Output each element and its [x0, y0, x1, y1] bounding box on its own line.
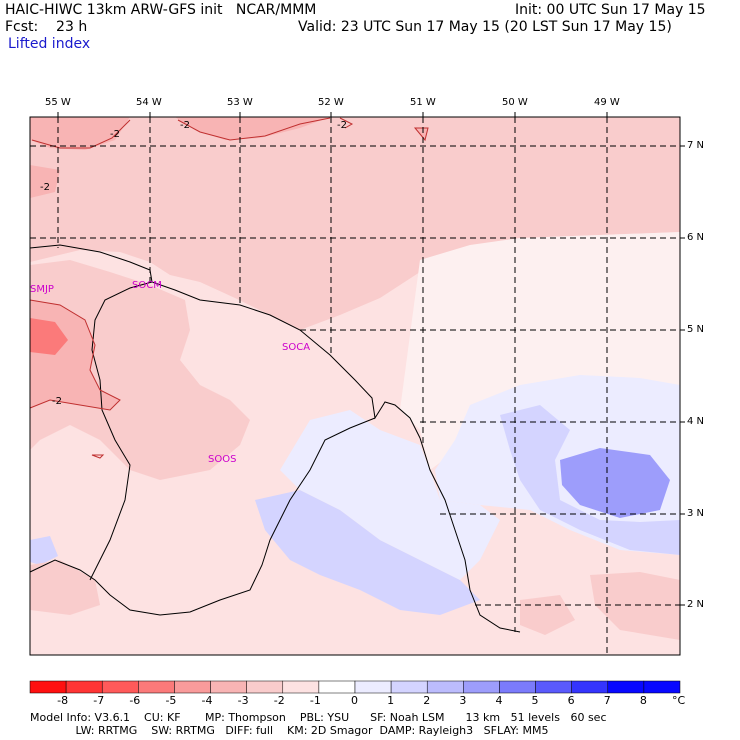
colorbar-tick-label: 7 — [603, 694, 611, 707]
colorbar-tick-label: -5 — [165, 694, 177, 707]
lat-label: 7 N — [687, 140, 705, 151]
colorbar-swatch — [210, 680, 247, 694]
lon-label: 55 W — [45, 97, 71, 108]
colorbar-tick-label: -7 — [93, 694, 105, 707]
colorbar-swatch — [138, 680, 175, 694]
colorbar-swatch — [643, 680, 681, 694]
station-label: SOOS — [208, 454, 236, 465]
colorbar-swatch — [426, 680, 464, 694]
colorbar-tick-label: 6 — [567, 694, 575, 707]
border-south — [29, 417, 376, 616]
forecast-hour: Fcst: 23 h — [5, 19, 88, 35]
lon-label: 50 W — [502, 97, 528, 108]
init-time: Init: 00 UTC Sun 17 May 15 — [515, 2, 706, 18]
colorbar — [29, 680, 681, 694]
lon-label: 51 W — [410, 97, 436, 108]
colorbar-tick-label: 0 — [351, 694, 358, 707]
region-top-center — [175, 117, 330, 140]
colorbar-tick-label: 8 — [639, 694, 647, 707]
region-se-minus2 — [590, 572, 680, 640]
contour-label: -2 — [180, 120, 190, 131]
lon-label: 49 W — [594, 97, 620, 108]
station-label: SOCM — [132, 280, 162, 291]
valid-time: Valid: 23 UTC Sun 17 May 15 (20 LST Sun … — [298, 19, 672, 35]
model-title: HAIC-HIWC 13km ARW-GFS init NCAR/MMM — [5, 2, 317, 18]
colorbar-swatch — [499, 680, 536, 694]
map-frame — [29, 116, 681, 656]
contour-line — [29, 299, 121, 411]
region-sw-plus2 — [30, 536, 58, 565]
colorbar-tick-label: 2 — [423, 694, 431, 707]
lon-label: 53 W — [227, 97, 253, 108]
colorbar-tick-label: -3 — [237, 694, 249, 707]
region-top-west — [30, 117, 130, 150]
colorbar-tick-label: 3 — [459, 694, 467, 707]
field-name: Lifted index — [8, 36, 91, 52]
colorbar-swatch — [318, 680, 356, 694]
lat-label: 2 N — [687, 599, 705, 610]
region-east-plus4 — [560, 448, 670, 518]
colorbar-swatch — [101, 680, 139, 694]
lat-label: 4 N — [687, 416, 705, 427]
colorbar-swatch — [282, 680, 320, 694]
colorbar-tick-label: -4 — [201, 694, 213, 707]
colorbar-swatch — [354, 680, 392, 694]
region-s-minus2 — [520, 595, 575, 635]
contour-line — [413, 127, 429, 142]
contour-label: -2 — [40, 182, 50, 193]
colorbar-tick-label: -2 — [273, 694, 285, 707]
colorbar-tick-label: -1 — [309, 694, 321, 707]
region-sw-minus2 — [30, 560, 100, 615]
colorbar-swatch — [65, 680, 103, 694]
colorbar-swatch — [246, 680, 284, 694]
colorbar-swatch — [463, 680, 500, 694]
contour-line — [339, 117, 354, 129]
station-label: SMJP — [30, 284, 54, 295]
region-top-edge — [30, 165, 60, 198]
coastline — [29, 244, 521, 633]
colorbar-swatch — [174, 680, 211, 694]
contour-line — [177, 117, 331, 141]
contour-line — [91, 454, 105, 459]
region-west-minus2 — [30, 260, 250, 480]
region-south-plus1 — [280, 410, 500, 580]
contour-label: -2 — [110, 129, 120, 140]
lon-label: 54 W — [136, 97, 162, 108]
colorbar-tick-label: 1 — [387, 694, 395, 707]
border-suriname-west — [89, 281, 153, 581]
contour-label: -2 — [52, 396, 62, 407]
axis-ticks — [57, 112, 685, 606]
region-east-plus2 — [500, 405, 680, 555]
colorbar-unit: °C — [672, 694, 686, 707]
contour-label: -2 — [337, 120, 347, 131]
lon-label: 52 W — [318, 97, 344, 108]
colorbar-tick-label: 5 — [531, 694, 539, 707]
region-south-plus2 — [255, 490, 480, 615]
footer-model-info: Model Info: V3.6.1 CU: KF MP: Thompson P… — [30, 711, 607, 724]
colorbar-swatch — [535, 680, 572, 694]
region-li-minus2 — [30, 117, 680, 330]
colorbar-swatch — [607, 680, 645, 694]
colorbar-swatch — [571, 680, 609, 694]
colorbar-swatch — [29, 680, 67, 694]
lat-label: 3 N — [687, 508, 705, 519]
station-label: SOCA — [282, 342, 310, 353]
colorbar-tick-label: 4 — [495, 694, 503, 707]
colorbar-tick-label: -6 — [129, 694, 141, 707]
colorbar-swatch — [390, 680, 428, 694]
colorbar-tick-label: -8 — [57, 694, 69, 707]
footer-physics-info: LW: RRTMG SW: RRTMG DIFF: full KM: 2D Sm… — [30, 724, 549, 737]
region-west-minus4 — [30, 318, 68, 355]
lat-label: 6 N — [687, 232, 705, 243]
lat-label: 5 N — [687, 324, 705, 335]
contour-line — [31, 119, 131, 149]
lat-lon-grid — [30, 117, 680, 655]
